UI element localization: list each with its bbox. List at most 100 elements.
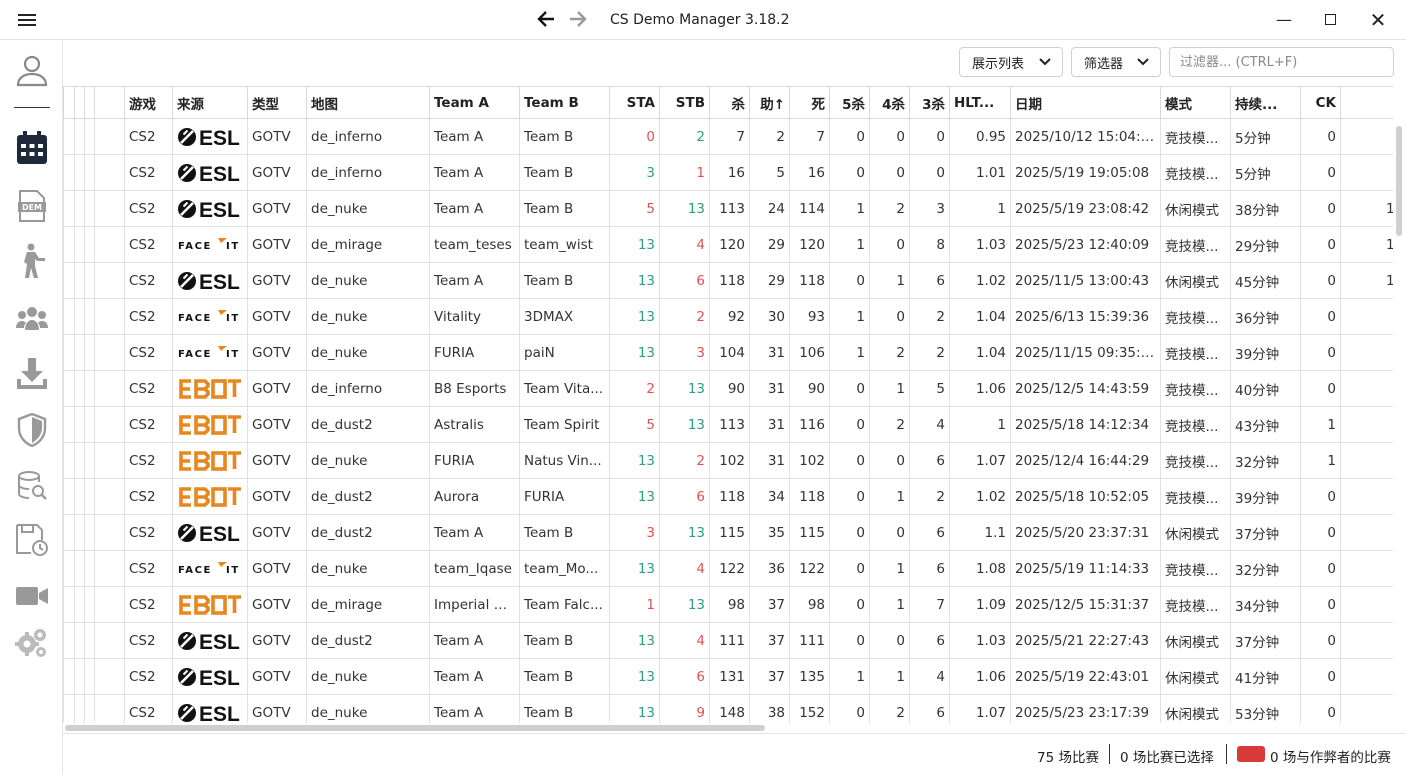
sidebar-item-demos[interactable]: DEM bbox=[0, 182, 63, 230]
row-marker-cell bbox=[84, 550, 95, 587]
column-header[interactable]: HLT... bbox=[949, 86, 1011, 119]
sidebar-item-players[interactable] bbox=[0, 236, 63, 284]
sidebar-item-analyze[interactable] bbox=[0, 462, 63, 510]
column-header[interactable]: 日期 bbox=[1010, 86, 1161, 119]
table-row[interactable]: CS2 GOTV de_inferno B8 Esports Team Vita... 2… bbox=[63, 370, 1393, 407]
column-header[interactable]: 模式 bbox=[1160, 86, 1231, 119]
column-header[interactable]: 持续... bbox=[1230, 86, 1301, 119]
filter-dropdown[interactable]: 筛选器 bbox=[1071, 47, 1161, 77]
horizontal-scrollbar[interactable] bbox=[63, 723, 1393, 733]
table-row[interactable]: CS2 GOTV de_dust2 Astralis Team Spirit 5 13 113… bbox=[63, 406, 1393, 443]
row-marker-cell bbox=[74, 226, 85, 263]
table-row[interactable]: CS2 ESL GOTV de_nuke Team A Team B 5 13 113 24 114… bbox=[63, 190, 1393, 227]
sidebar-item-download[interactable] bbox=[0, 350, 63, 398]
cell-k4: 0 bbox=[869, 154, 910, 191]
cell-k3: 7 bbox=[909, 586, 950, 623]
column-header[interactable]: 3杀 bbox=[909, 86, 950, 119]
sidebar-item-settings[interactable] bbox=[0, 618, 63, 666]
column-header[interactable]: Team A bbox=[429, 86, 520, 119]
cell-date: 2025/6/13 15:39:36 bbox=[1010, 298, 1161, 335]
cell-team-a: team_teses bbox=[429, 226, 520, 263]
table-row[interactable]: CS2 FACE IT GOTV de_nuke team_Iqase team_Mo...… bbox=[63, 550, 1393, 587]
cell-k3: 6 bbox=[909, 622, 950, 659]
cell-game: CS2 bbox=[124, 622, 173, 659]
column-header[interactable]: STB bbox=[659, 86, 710, 119]
column-header-flag3[interactable] bbox=[94, 86, 125, 119]
cell-map: de_dust2 bbox=[306, 622, 430, 659]
cell-k3: 2 bbox=[909, 298, 950, 335]
horizontal-scrollbar-thumb[interactable] bbox=[65, 725, 765, 731]
column-header[interactable]: 4杀 bbox=[869, 86, 910, 119]
row-marker-cell bbox=[63, 478, 75, 515]
row-marker-cell bbox=[94, 694, 125, 723]
table-row[interactable]: CS2 ESL GOTV de_nuke Team A Team B 13 6 131 37 135… bbox=[63, 658, 1393, 695]
back-arrow-icon[interactable] bbox=[536, 9, 556, 34]
column-header[interactable]: STA bbox=[609, 86, 660, 119]
table-row[interactable]: CS2 FACE IT GOTV de_nuke Vitality 3DMAX 13 2 92 30… bbox=[63, 298, 1393, 335]
maximize-icon[interactable] bbox=[1318, 8, 1342, 32]
cell-k5: 1 bbox=[829, 226, 870, 263]
row-marker-cell bbox=[94, 190, 125, 227]
column-header[interactable]: 类型 bbox=[247, 86, 307, 119]
sidebar-item-matches[interactable] bbox=[0, 124, 63, 172]
sidebar-item-videos[interactable] bbox=[0, 572, 63, 620]
ebot-logo-icon bbox=[179, 414, 241, 435]
row-marker-cell bbox=[84, 658, 95, 695]
row-marker-cell bbox=[63, 262, 75, 299]
cell-assists: 29 bbox=[749, 226, 790, 263]
column-header[interactable]: 来源 bbox=[172, 86, 248, 119]
column-header[interactable]: 游戏 bbox=[124, 86, 173, 119]
column-header[interactable]: CK bbox=[1300, 86, 1341, 119]
cell-type: GOTV bbox=[247, 622, 307, 659]
column-header-select[interactable] bbox=[63, 86, 75, 119]
cell-duration: 29分钟 bbox=[1230, 226, 1301, 263]
cell-hltv: 1.02 bbox=[949, 478, 1011, 515]
faceit-logo-icon: FACE IT bbox=[178, 345, 238, 360]
filter-input[interactable] bbox=[1169, 47, 1394, 77]
sidebar-item-profile[interactable] bbox=[0, 46, 63, 94]
minimize-icon[interactable]: — bbox=[1276, 10, 1292, 29]
column-header[interactable]: 死 bbox=[789, 86, 830, 119]
sidebar-item-pending[interactable] bbox=[0, 516, 63, 564]
table-row[interactable]: CS2 GOTV de_mirage Imperial E... Team Falc..… bbox=[63, 586, 1393, 623]
cell-k3: 3 bbox=[909, 190, 950, 227]
sidebar-item-ban[interactable] bbox=[0, 406, 63, 454]
cell-ck: 0 bbox=[1300, 262, 1341, 299]
cell-team-b: Team B bbox=[519, 514, 610, 551]
column-header[interactable]: 5杀 bbox=[829, 86, 870, 119]
column-header-flag1[interactable] bbox=[74, 86, 85, 119]
row-marker-cell bbox=[63, 406, 75, 443]
column-header[interactable]: Team B bbox=[519, 86, 610, 119]
svg-text:ESL: ESL bbox=[199, 667, 240, 690]
table-row[interactable]: CS2 ESL GOTV de_inferno Team A Team B 3 1 16 5 16 0… bbox=[63, 154, 1393, 191]
column-header[interactable]: Tic bbox=[1340, 86, 1393, 119]
column-header[interactable]: 助↑ bbox=[749, 86, 790, 119]
table-row[interactable]: CS2 ESL GOTV de_dust2 Team A Team B 3 13 115 35 11… bbox=[63, 514, 1393, 551]
column-header[interactable]: 杀 bbox=[709, 86, 750, 119]
forward-arrow-icon[interactable] bbox=[568, 9, 588, 34]
sidebar-item-teams[interactable] bbox=[0, 294, 63, 342]
cell-k4: 0 bbox=[869, 118, 910, 155]
vertical-scrollbar[interactable] bbox=[1393, 86, 1406, 723]
table-row[interactable]: CS2 ESL GOTV de_nuke Team A Team B 13 6 118 29 118… bbox=[63, 262, 1393, 299]
column-header[interactable]: 地图 bbox=[306, 86, 430, 119]
table-row[interactable]: CS2 GOTV de_dust2 Aurora FURIA 13 6 118 34 118 0 1 2… bbox=[63, 478, 1393, 515]
menu-icon[interactable] bbox=[18, 12, 36, 28]
cell-ck: 0 bbox=[1300, 550, 1341, 587]
vertical-scrollbar-thumb[interactable] bbox=[1396, 126, 1402, 236]
view-mode-dropdown[interactable]: 展示列表 bbox=[959, 47, 1063, 77]
source-logo-cell: FACE IT bbox=[172, 298, 248, 335]
row-marker-cell bbox=[63, 586, 75, 623]
table-row[interactable]: CS2 ESL GOTV de_nuke Team A Team B 13 9 148 38 152… bbox=[63, 694, 1393, 723]
table-row[interactable]: CS2 FACE IT GOTV de_nuke FURIA paiN 13 3 104 31 106… bbox=[63, 334, 1393, 371]
table-row[interactable]: CS2 FACE IT GOTV de_mirage team_teses team_wis… bbox=[63, 226, 1393, 263]
cell-hltv: 1.04 bbox=[949, 334, 1011, 371]
row-marker-cell bbox=[84, 190, 95, 227]
column-header-flag2[interactable] bbox=[84, 86, 95, 119]
row-marker-cell bbox=[74, 262, 85, 299]
table-row[interactable]: CS2 ESL GOTV de_dust2 Team A Team B 13 4 111 37 11… bbox=[63, 622, 1393, 659]
row-marker-cell bbox=[63, 298, 75, 335]
close-icon[interactable]: ✕ bbox=[1369, 8, 1387, 32]
table-row[interactable]: CS2 GOTV de_nuke FURIA Natus Vin... 13 2 102 31 1… bbox=[63, 442, 1393, 479]
